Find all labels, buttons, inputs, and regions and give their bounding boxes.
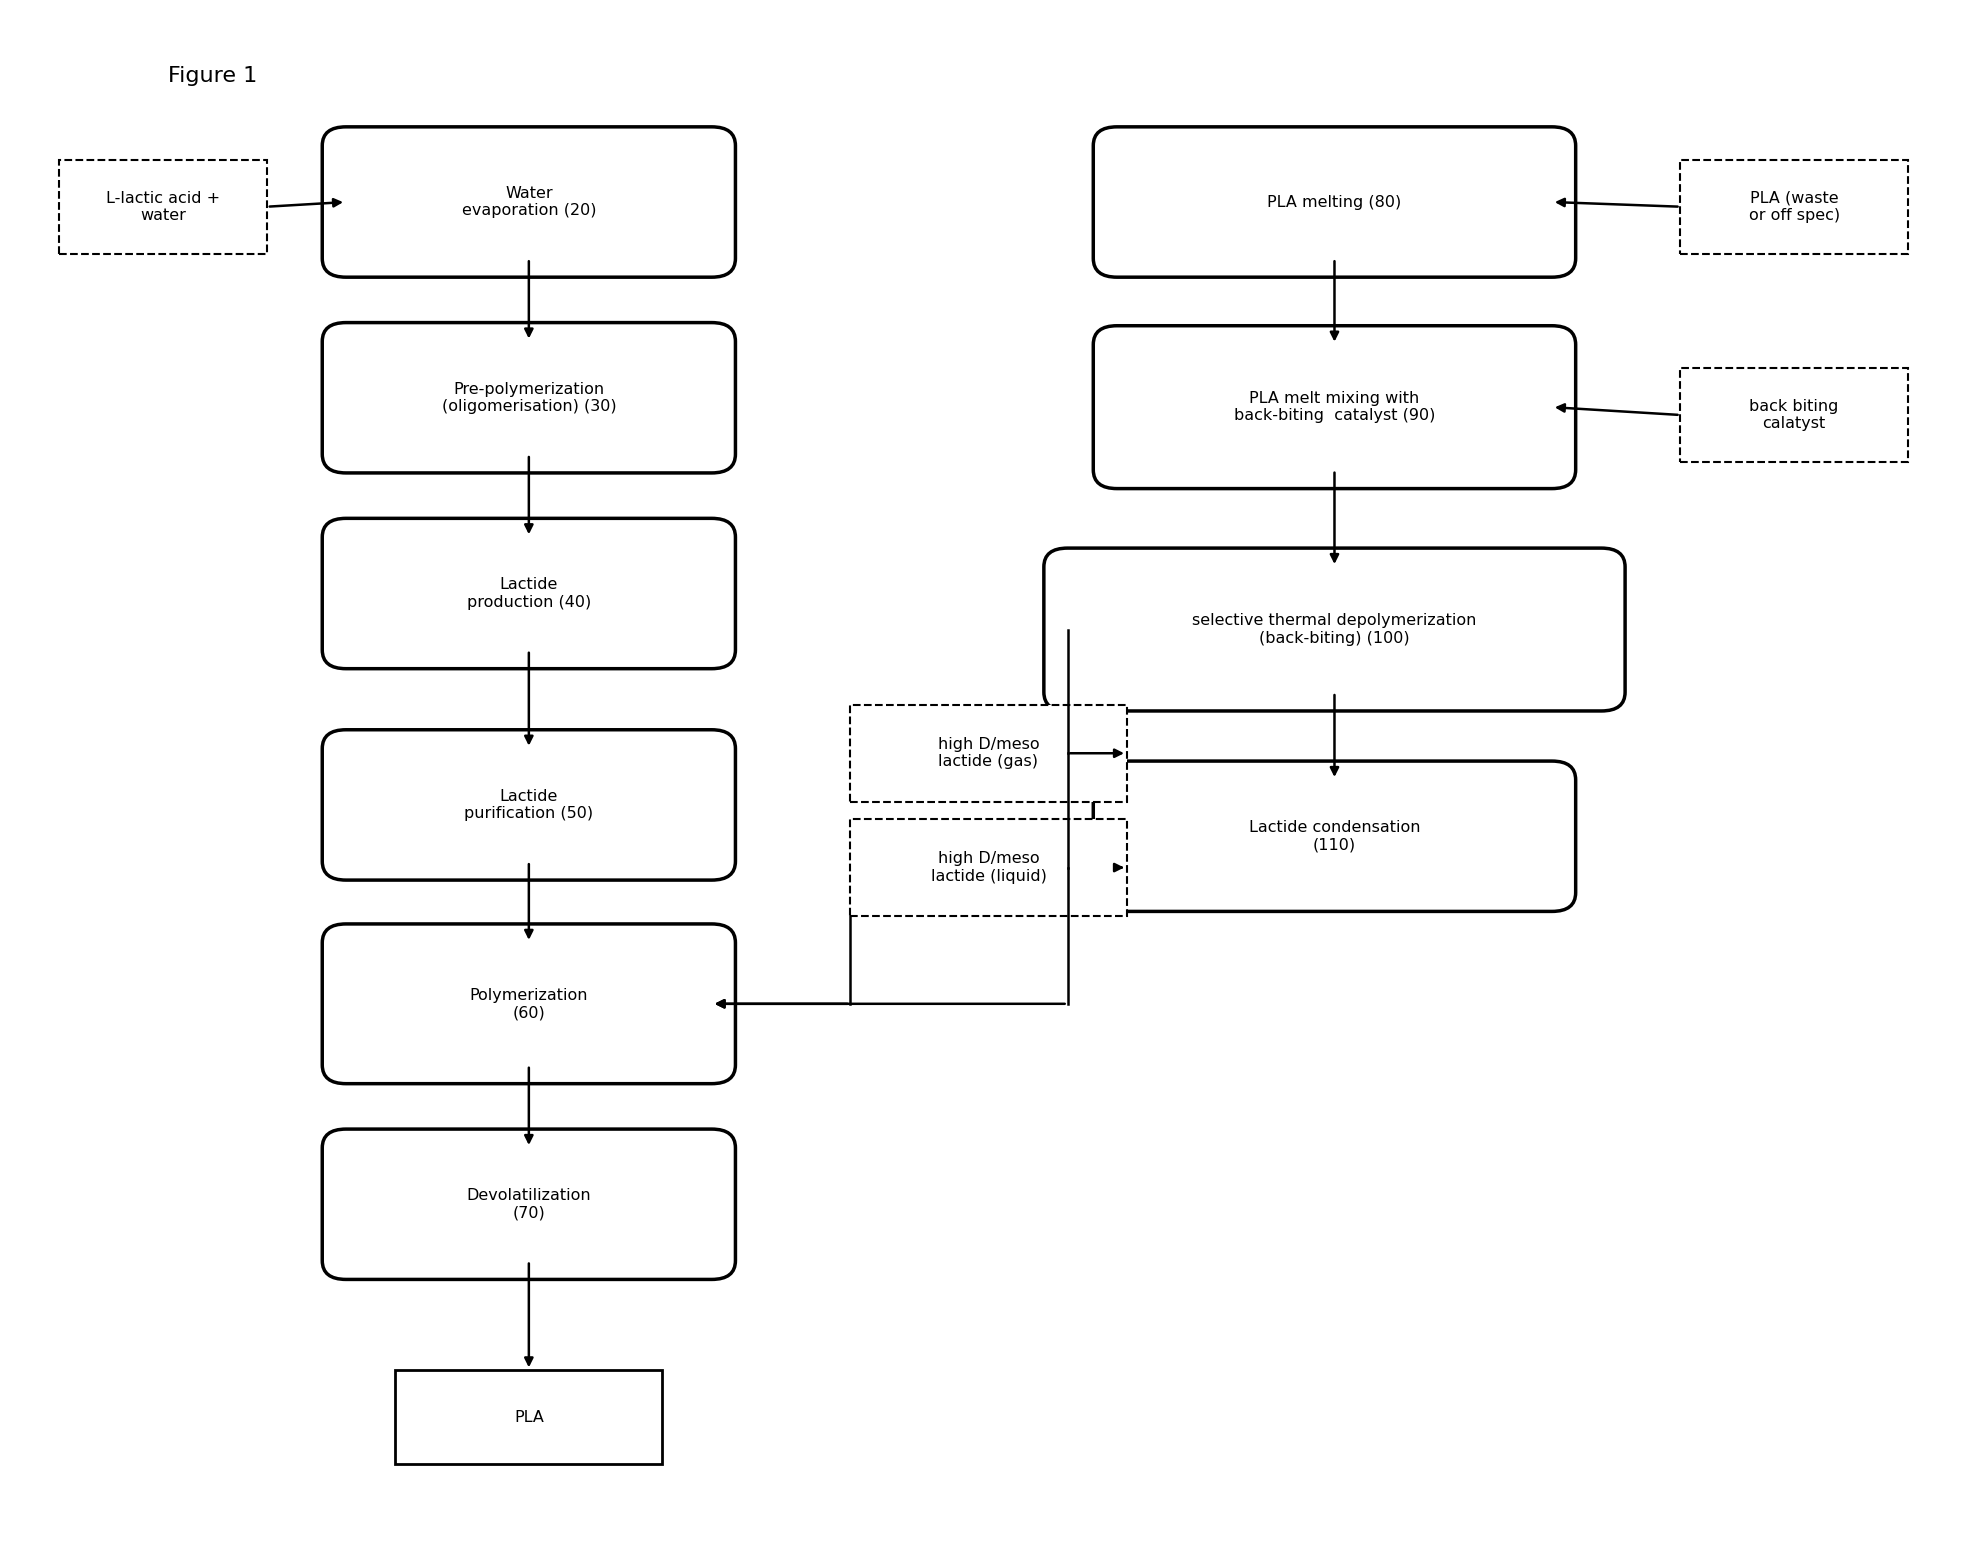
- Text: PLA melting (80): PLA melting (80): [1267, 194, 1402, 210]
- Text: back biting
calatyst: back biting calatyst: [1750, 399, 1839, 431]
- FancyBboxPatch shape: [322, 730, 735, 880]
- FancyBboxPatch shape: [1680, 368, 1908, 462]
- Text: Polymerization
(60): Polymerization (60): [471, 988, 587, 1019]
- FancyBboxPatch shape: [1093, 127, 1576, 277]
- FancyBboxPatch shape: [850, 819, 1127, 916]
- Text: high D/meso
lactide (gas): high D/meso lactide (gas): [937, 738, 1040, 769]
- Text: PLA (waste
or off spec): PLA (waste or off spec): [1748, 191, 1841, 222]
- FancyBboxPatch shape: [850, 705, 1127, 802]
- Text: PLA melt mixing with
back-biting  catalyst (90): PLA melt mixing with back-biting catalys…: [1234, 392, 1435, 423]
- FancyBboxPatch shape: [322, 1129, 735, 1279]
- Text: high D/meso
lactide (liquid): high D/meso lactide (liquid): [931, 852, 1046, 883]
- FancyBboxPatch shape: [1680, 160, 1908, 254]
- Text: Lactide
purification (50): Lactide purification (50): [465, 789, 593, 821]
- Text: L-lactic acid +
water: L-lactic acid + water: [107, 191, 219, 222]
- Text: selective thermal depolymerization
(back-biting) (100): selective thermal depolymerization (back…: [1192, 614, 1477, 645]
- FancyBboxPatch shape: [322, 924, 735, 1084]
- Text: Lactide
production (40): Lactide production (40): [467, 578, 591, 609]
- FancyBboxPatch shape: [59, 160, 267, 254]
- Text: Water
evaporation (20): Water evaporation (20): [461, 186, 597, 218]
- FancyBboxPatch shape: [1044, 548, 1625, 711]
- Text: Pre-polymerization
(oligomerisation) (30): Pre-polymerization (oligomerisation) (30…: [441, 382, 617, 413]
- FancyBboxPatch shape: [395, 1370, 662, 1464]
- FancyBboxPatch shape: [1093, 761, 1576, 911]
- FancyBboxPatch shape: [1093, 326, 1576, 489]
- FancyBboxPatch shape: [322, 323, 735, 473]
- Text: Lactide condensation
(110): Lactide condensation (110): [1249, 821, 1419, 852]
- Text: Figure 1: Figure 1: [168, 66, 257, 86]
- FancyBboxPatch shape: [322, 127, 735, 277]
- Text: Devolatilization
(70): Devolatilization (70): [467, 1189, 591, 1220]
- FancyBboxPatch shape: [322, 518, 735, 669]
- Text: PLA: PLA: [514, 1409, 544, 1425]
